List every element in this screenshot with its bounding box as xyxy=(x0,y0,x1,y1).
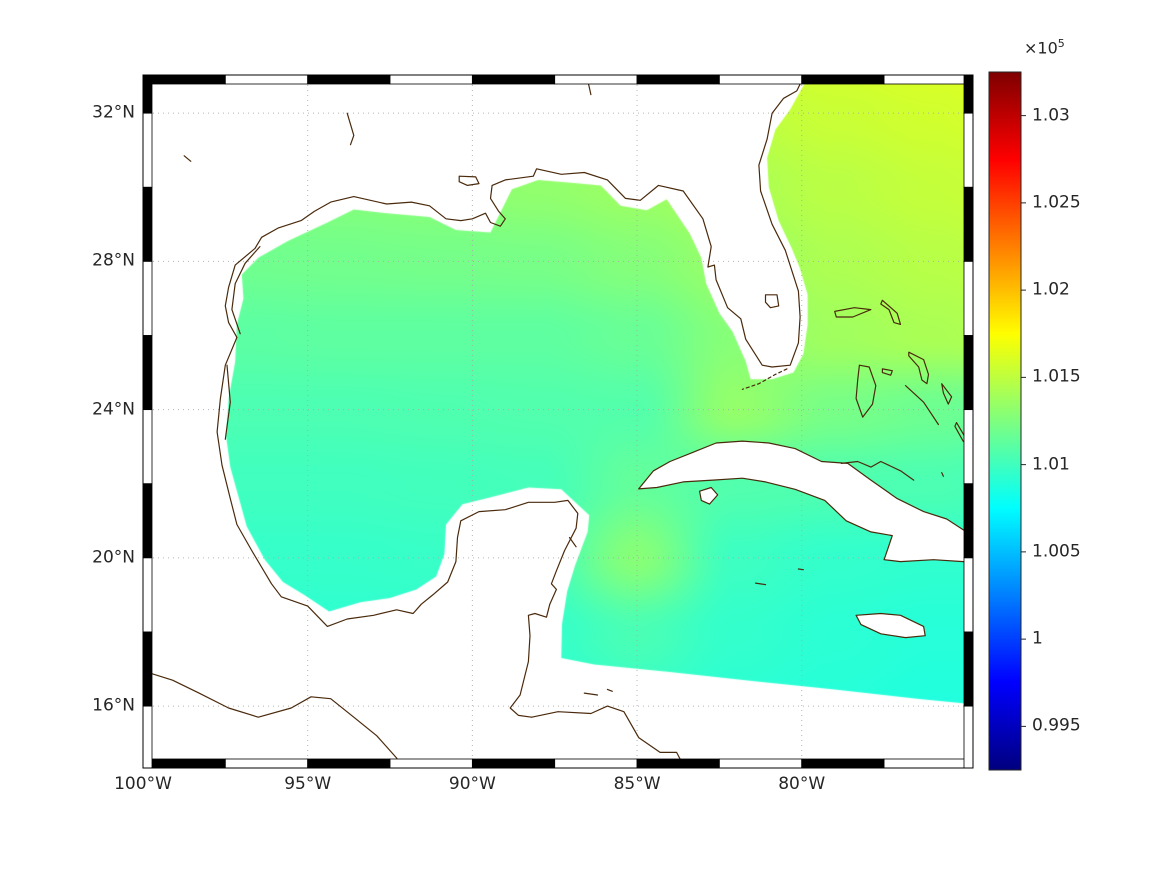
coastline-mexico-pacific-coast xyxy=(143,670,403,768)
map-frame-border xyxy=(142,74,974,769)
coastline-cuba xyxy=(638,440,973,563)
lat-tick-label: 32°N xyxy=(92,102,135,123)
colorbar-exponent-base: ×10 xyxy=(1024,38,1058,58)
coastline-mexico-belize-coast xyxy=(216,336,579,718)
coastline-texas-barrier-island xyxy=(231,246,261,335)
coastline-cozumel xyxy=(568,536,577,548)
grid-lines xyxy=(143,75,973,768)
pressure-field-heatmap xyxy=(143,75,973,768)
lat-tick-label: 20°N xyxy=(92,547,135,568)
colorbar-border xyxy=(988,71,1022,771)
zebra-frame xyxy=(142,74,974,769)
coastline-lake-pontchartrain xyxy=(458,175,480,186)
coastline-ragged-cays xyxy=(941,472,944,477)
coastline-exuma-chain xyxy=(904,385,939,426)
coastline-san-salvador xyxy=(980,406,985,412)
lon-tick-label: 95°W xyxy=(284,774,332,794)
coastline-abaco xyxy=(880,299,902,325)
coastline-mexico-barrier-island xyxy=(224,364,231,440)
lat-tick-label: 16°N xyxy=(92,695,135,716)
coastlines xyxy=(143,75,997,768)
lat-tick-label: 28°N xyxy=(92,250,135,271)
lon-tick-label: 80°W xyxy=(778,774,826,794)
coastline-lake-okeechobee xyxy=(764,294,780,309)
coastline-texas-lake xyxy=(183,155,192,162)
colorbar-tick-label: 1.02 xyxy=(1032,279,1070,300)
coastline-toledo-bend-reservoir xyxy=(346,112,355,146)
colorbar-tick-label: 1.03 xyxy=(1032,105,1070,126)
lon-tick-label: 100°W xyxy=(114,774,172,794)
colorbar-tick-label: 1 xyxy=(1032,628,1043,649)
coastline-cat-island xyxy=(941,383,953,405)
colorbar-tick-label: 1.015 xyxy=(1032,366,1081,387)
colorbar-exponent-label: ×105 xyxy=(1024,38,1065,56)
coastline-andros xyxy=(855,364,877,418)
coastline-little-cayman xyxy=(797,568,804,571)
coastline-jamaica xyxy=(855,612,926,639)
coastline-florida-keys xyxy=(741,368,788,390)
lat-tick-label: 24°N xyxy=(92,399,135,420)
lon-tick-label: 90°W xyxy=(448,774,496,794)
coastline-us-gulf-atlantic-coast xyxy=(224,75,806,368)
coastline-sabana-camaguey-cays xyxy=(840,460,915,481)
colorbar-tick-label: 1.005 xyxy=(1032,541,1081,562)
colorbar-tick-label: 1.01 xyxy=(1032,454,1070,475)
coastline-new-providence xyxy=(881,368,893,376)
colorbar-tick-marks xyxy=(1021,115,1026,727)
coastline-isla-de-la-juventud xyxy=(699,486,719,505)
coastline-crooked-acklins xyxy=(980,454,997,478)
colorbar-tick-label: 1.025 xyxy=(1032,192,1081,213)
coastline-honduras-coast xyxy=(531,705,686,768)
lon-tick-label: 85°W xyxy=(613,774,661,794)
coastline-eleuthera xyxy=(908,351,930,385)
coastline-bay-islands-2 xyxy=(606,688,613,692)
colorbar-tick-label: 0.995 xyxy=(1032,715,1081,736)
colorbar-exponent-power: 5 xyxy=(1057,37,1065,50)
coastline-bay-islands-1 xyxy=(583,692,599,696)
coastline-grand-cayman xyxy=(755,582,767,586)
colorbar-gradient xyxy=(989,72,1021,770)
coastline-grand-bahama xyxy=(834,307,872,318)
